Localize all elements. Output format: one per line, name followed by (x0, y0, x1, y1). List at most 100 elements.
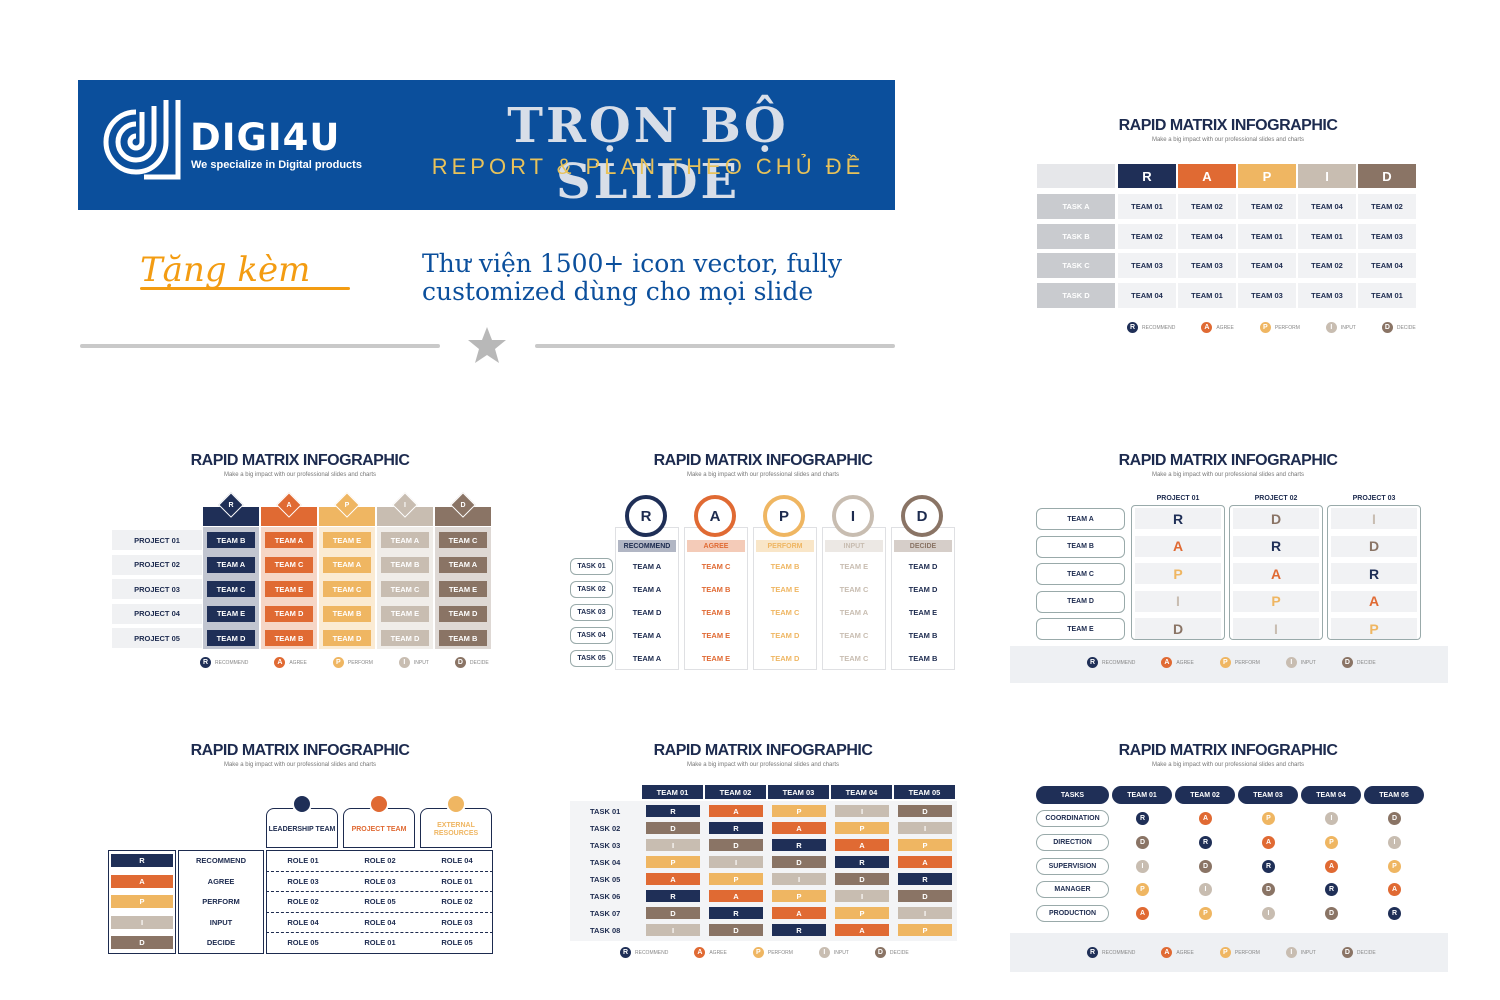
task-label: TASK 03 (570, 604, 613, 621)
legend-item: I INPUT (1325, 322, 1356, 333)
task-label: TASK 07 (590, 908, 621, 918)
header-ring-P: P (763, 495, 805, 537)
card-subtitle: Make a big impact with our professional … (1151, 137, 1305, 143)
team-header: TEAM 04 (831, 785, 892, 799)
team-header: TEAM 05 (894, 785, 955, 799)
role-cell: ROLE 01 (364, 938, 396, 947)
team-cell: TEAM D (439, 605, 487, 622)
card-title: RAPID MATRIX INFOGRAPHIC (653, 452, 873, 469)
card-title: RAPID MATRIX INFOGRAPHIC (1118, 117, 1338, 134)
legend-label: INPUT (1300, 949, 1316, 956)
rapid-cell: A (898, 856, 952, 868)
legend-dot: P (1219, 657, 1231, 668)
task-label: TASK 06 (590, 891, 621, 901)
team-text: TEAM B (908, 631, 938, 640)
matrix-cell: TEAM 02 (1358, 194, 1416, 219)
role-cell: ROLE 04 (287, 917, 319, 927)
rapid-letter-cell: I (1135, 590, 1221, 612)
letter-column (108, 850, 176, 954)
legend-label: AGREE (1176, 659, 1194, 666)
divider-left (80, 344, 440, 348)
project-header: PROJECT 03 (1352, 495, 1396, 502)
team-cell: TEAM E (207, 605, 255, 622)
team-text: TEAM B (701, 608, 731, 617)
matrix-cell: TEAM 04 (1298, 194, 1356, 219)
rapid-dot: A (1136, 907, 1149, 921)
team-text: TEAM C (839, 631, 869, 640)
legend-dot: R (1127, 322, 1138, 333)
legend-label: RECOMMEND (215, 659, 249, 666)
legend-label: INPUT (1300, 659, 1316, 666)
rapid-dot: D (1262, 883, 1275, 897)
rapid-letter-cell: R (1233, 535, 1319, 557)
task-label: TASK 02 (590, 823, 621, 833)
legend-item: A AGREE (1201, 322, 1234, 333)
role-cell: ROLE 01 (441, 876, 473, 886)
header-word-label: DECIDE (909, 542, 937, 550)
rapid-letter-badge: D (111, 936, 173, 949)
legend-item: P PERFORM (752, 947, 793, 958)
team-cell: TEAM D (207, 630, 255, 646)
rapid-dot: P (1388, 859, 1401, 873)
legend-dot: P (752, 947, 764, 958)
brand-banner: DIGI4U We specialize in Digital products… (78, 80, 895, 210)
task-label: PRODUCTION (1036, 905, 1109, 923)
rapid-header-P: P (1238, 164, 1296, 188)
legend-item: D DECIDE (1341, 947, 1376, 958)
rapid-dot: I (1388, 835, 1401, 849)
team-header: TEAM 02 (1175, 786, 1235, 804)
row-divider (266, 932, 493, 933)
legend-dot: P (1219, 947, 1231, 958)
team-header-label: LEADERSHIP TEAM (268, 826, 336, 833)
column-frame (822, 527, 886, 670)
legend-dot: I (1285, 657, 1297, 668)
role-cell: ROLE 03 (287, 876, 319, 886)
team-text: TEAM E (701, 631, 731, 640)
rapid-cell: D (646, 907, 700, 919)
task-label: TASK 04 (570, 627, 613, 644)
legend-label: PERFORM (767, 949, 793, 956)
legend-dot: P (332, 657, 344, 668)
rapid-dot: R (1136, 812, 1149, 825)
team-cell: TEAM B (207, 532, 255, 548)
header-word-label: PERFORM (767, 542, 803, 550)
task-label: TASK 04 (590, 857, 621, 867)
role-cell: ROLE 05 (364, 897, 396, 906)
legend-dot: A (1161, 947, 1173, 958)
rapid-word: INPUT (209, 917, 233, 927)
rapid-letter-cell: D (1135, 618, 1221, 639)
team-header-label: EXTERNAL RESOURCES (433, 822, 479, 837)
card-title: RAPID MATRIX INFOGRAPHIC (653, 742, 873, 759)
legend-item: I INPUT (818, 947, 849, 958)
task-label: DIRECTION (1036, 833, 1109, 851)
header-word-label: INPUT (843, 542, 865, 550)
rapid-legend: R RECOMMEND A AGREE P PERFORM I INPUT D DECIDE (200, 657, 489, 668)
project-header: PROJECT 02 (1254, 495, 1298, 502)
card-subtitle: Make a big impact with our professional … (223, 762, 377, 768)
rapid-letter-cell: A (1135, 535, 1221, 557)
card-title: RAPID MATRIX INFOGRAPHIC (1118, 742, 1338, 759)
rapid-cell: D (898, 805, 952, 817)
team-cell: TEAM B (265, 630, 313, 646)
team-text: TEAM B (701, 585, 731, 594)
project-label: PROJECT 03 (112, 579, 202, 599)
rapid-dot: I (1262, 907, 1275, 921)
legend-dot: D (1341, 657, 1353, 668)
word-column (178, 850, 264, 954)
legend-item: A AGREE (1161, 947, 1194, 958)
matrix-cell: TEAM 01 (1298, 223, 1356, 249)
role-cell: ROLE 05 (441, 938, 473, 947)
legend-item: P PERFORM (332, 657, 373, 668)
team-text: TEAM E (908, 608, 938, 617)
matrix-cell: TEAM 04 (1238, 253, 1296, 278)
rapid-letter-cell: R (1331, 563, 1417, 584)
team-cell: TEAM E (381, 605, 429, 622)
rapid-cell: A (709, 890, 763, 902)
rapid-letter-cell: D (1331, 535, 1417, 557)
corner-cell (1037, 164, 1115, 188)
legend-item: R RECOMMEND (1087, 657, 1135, 668)
rapid-dot: R (1325, 883, 1338, 897)
matrix-cell: TEAM 02 (1298, 253, 1356, 278)
grid-background (570, 801, 957, 941)
card-subtitle: Make a big impact with our professional … (223, 472, 377, 478)
